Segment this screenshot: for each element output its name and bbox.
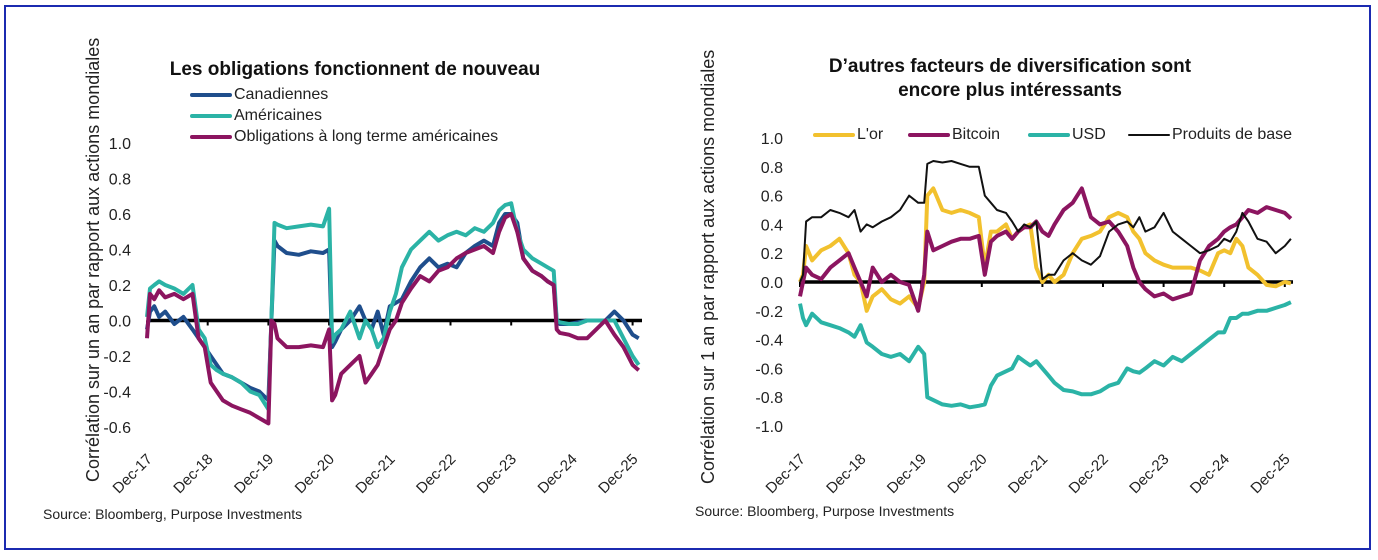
y-tick-label: 0.4 — [761, 217, 783, 234]
y-tick-label: -0.8 — [755, 390, 783, 407]
legend-item-canadiennes: Canadiennes — [190, 86, 328, 104]
right-chart-title-line-1: D’autres facteurs de diversification son… — [828, 56, 1192, 77]
y-tick-label: 0.0 — [109, 314, 131, 331]
legend-item-bitcoin: Bitcoin — [908, 126, 1000, 144]
x-tick-label: Dec-21 — [1005, 451, 1051, 497]
x-tick-label: Dec-17 — [763, 451, 809, 497]
x-tick-label: Dec-25 — [1247, 451, 1293, 497]
legend-label: Canadiennes — [234, 86, 329, 103]
legend-label: Américaines — [234, 107, 323, 124]
y-tick-label: 0.2 — [761, 246, 783, 263]
legend-label: Produits de base — [1172, 126, 1293, 143]
series-line-obligations-long-terme-am-ricaines — [145, 212, 641, 426]
y-tick-label: 0.8 — [761, 160, 783, 177]
legend-label: Obligations à long terme américaines — [234, 128, 499, 145]
series-line-produits-de-base — [799, 160, 1292, 283]
right-chart-title-line-2: encore plus intéressants — [898, 80, 1122, 101]
legend-label: L'or — [857, 126, 884, 143]
y-tick-label: -0.2 — [103, 349, 131, 366]
x-tick-label: Dec-24 — [1187, 451, 1233, 497]
series-line-usd — [798, 300, 1292, 410]
x-tick-label: Dec-22 — [1066, 451, 1112, 497]
y-tick-label: 0.8 — [109, 172, 131, 189]
right-chart-title: D’autres facteurs de diversification son… — [740, 55, 1280, 103]
legend-label: USD — [1072, 126, 1106, 143]
legend-swatch-or — [813, 133, 855, 137]
legend-label: Bitcoin — [952, 126, 1001, 143]
legend-swatch-long-terme — [190, 135, 232, 139]
legend-swatch-americaines — [190, 114, 232, 118]
y-tick-label: 1.0 — [761, 131, 783, 148]
legend-item-americaines: Américaines — [190, 107, 322, 125]
series-line-l-or — [798, 186, 1292, 313]
x-tick-label: Dec-20 — [944, 451, 990, 497]
legend-swatch-usd — [1028, 133, 1070, 137]
left-source-note: Source: Bloomberg, Purpose Investments — [43, 506, 303, 522]
y-tick-label: 0.2 — [109, 278, 131, 295]
legend-swatch-produits-de-base — [1128, 134, 1170, 136]
legend-swatch-bitcoin — [908, 133, 950, 137]
series-line-bitcoin — [798, 186, 1293, 313]
figure-frame — [4, 5, 1371, 550]
legend-item-long-terme: Obligations à long terme américaines — [190, 128, 498, 146]
x-tick-label: Dec-23 — [1126, 451, 1172, 497]
x-tick-label: Dec-18 — [823, 451, 869, 497]
legend-item-or: L'or — [813, 126, 883, 144]
right-source-note: Source: Bloomberg, Purpose Investments — [695, 503, 955, 519]
y-tick-label: -1.0 — [755, 419, 783, 436]
y-tick-label: -0.6 — [755, 361, 783, 378]
right-chart-plot: 1.0 0.8 0.6 0.4 0.2 0.0 -0.2 -0.4 -0.6 -0.8 -1.0 De… — [755, 131, 1293, 497]
x-tick-label: Dec-19 — [884, 451, 930, 497]
y-tick-label: 1.0 — [109, 136, 131, 153]
y-tick-label: 0.0 — [761, 275, 783, 292]
legend-swatch-canadiennes — [190, 93, 232, 97]
left-chart-title: Les obligations fonctionnent de nouveau — [169, 59, 541, 80]
y-tick-label: -0.4 — [103, 385, 131, 402]
y-tick-label: 0.6 — [109, 207, 131, 224]
y-tick-label: 0.6 — [761, 189, 783, 206]
y-tick-label: -0.4 — [755, 333, 783, 350]
y-tick-label: -0.6 — [103, 420, 131, 437]
legend-item-usd: USD — [1028, 126, 1106, 144]
y-tick-label: 0.4 — [109, 243, 131, 260]
series-line-am-ricaines — [145, 201, 641, 412]
legend-item-produits-de-base: Produits de base — [1128, 126, 1292, 144]
y-tick-label: -0.2 — [755, 304, 783, 321]
